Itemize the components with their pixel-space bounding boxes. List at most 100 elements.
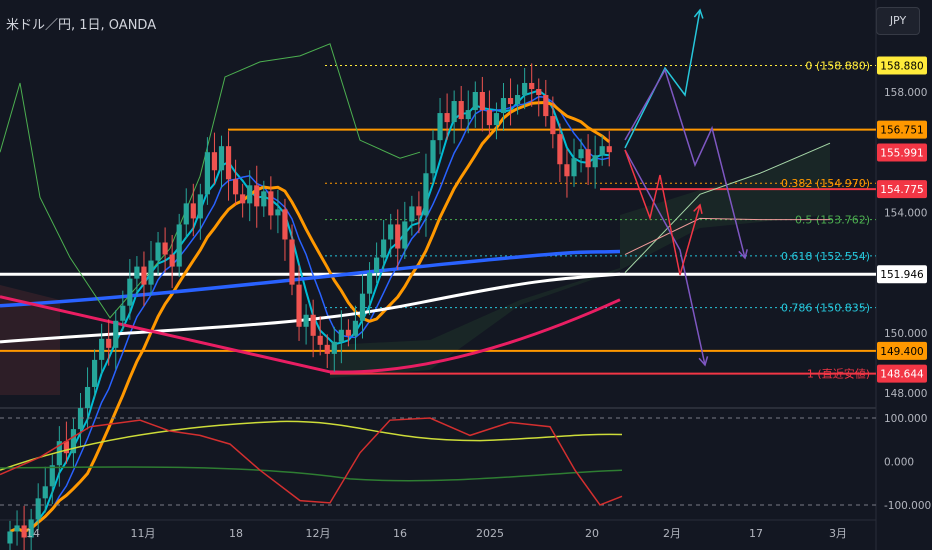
fib-label-0.618: 0.618 (152.554) bbox=[781, 250, 870, 263]
candle bbox=[56, 426, 62, 487]
time-tick-label: 11月 bbox=[131, 527, 156, 540]
candle bbox=[416, 191, 422, 234]
price-badge-label: 158.880 bbox=[880, 61, 923, 73]
candle bbox=[522, 67, 528, 110]
fib-label-1: 1 (直近安値) bbox=[807, 367, 870, 381]
time-tick-label: 14 bbox=[26, 527, 40, 540]
candle bbox=[451, 90, 457, 144]
candle bbox=[395, 209, 401, 270]
arrow-bearish-2 bbox=[624, 149, 709, 367]
candle bbox=[190, 183, 196, 237]
price-badge bbox=[877, 56, 927, 75]
cloud-bull bbox=[330, 142, 830, 378]
candle bbox=[254, 165, 260, 228]
time-tick-label: 16 bbox=[393, 527, 407, 540]
candle bbox=[162, 227, 168, 273]
candle bbox=[578, 138, 584, 173]
price-badge bbox=[877, 120, 927, 139]
price-badge bbox=[877, 265, 927, 284]
candle bbox=[423, 153, 429, 237]
candle bbox=[289, 224, 295, 296]
price-badge bbox=[877, 341, 927, 360]
time-tick-label: 3月 bbox=[829, 527, 847, 540]
candle bbox=[113, 310, 119, 370]
candle bbox=[21, 505, 27, 550]
candle bbox=[268, 176, 274, 230]
price-badge-label: 149.400 bbox=[880, 346, 923, 358]
oscillator-pane bbox=[0, 417, 876, 506]
candle bbox=[606, 131, 612, 167]
candle bbox=[183, 188, 189, 239]
candle bbox=[430, 129, 436, 184]
time-tick-label: 17 bbox=[749, 527, 763, 540]
candle bbox=[204, 137, 210, 205]
candle bbox=[296, 265, 302, 341]
candle bbox=[507, 78, 514, 126]
candle bbox=[233, 159, 239, 205]
candle bbox=[49, 454, 55, 505]
currency-button[interactable]: JPY bbox=[876, 7, 920, 35]
time-tick-label: 2月 bbox=[663, 527, 681, 540]
candle bbox=[7, 520, 13, 550]
candle bbox=[529, 63, 535, 107]
candle bbox=[486, 90, 492, 136]
candle bbox=[84, 367, 91, 430]
price-tick-label: 148.000 bbox=[884, 388, 927, 400]
osc-tick-label: 0.000 bbox=[884, 457, 914, 469]
candle bbox=[106, 319, 112, 366]
candle bbox=[275, 189, 281, 234]
fibonacci-levels: 0 (158.880) 0.382 (154.970) 0.5 (153.762) 0… bbox=[325, 60, 876, 381]
arrow-bearish-1 bbox=[624, 68, 748, 260]
ma-blue-short bbox=[9, 95, 610, 533]
candle bbox=[120, 290, 126, 332]
candle bbox=[127, 259, 133, 320]
candle bbox=[141, 251, 147, 307]
candle bbox=[515, 84, 521, 115]
candle bbox=[225, 131, 232, 201]
osc-tick-label: -100.000 bbox=[884, 500, 931, 512]
candle bbox=[218, 135, 225, 189]
osc-tick-label: 100.000 bbox=[884, 413, 927, 425]
candle bbox=[571, 138, 577, 187]
candle bbox=[240, 183, 246, 218]
candle bbox=[338, 310, 344, 364]
candle bbox=[345, 319, 351, 347]
candle bbox=[77, 393, 84, 447]
candle bbox=[169, 234, 175, 288]
candle bbox=[317, 316, 323, 356]
time-tick-label: 2025 bbox=[476, 527, 504, 540]
ma-blue-long bbox=[0, 249, 621, 308]
candle bbox=[500, 82, 507, 131]
price-tick-label: 154.000 bbox=[884, 207, 927, 219]
chart-title: 米ドル／円, 1日, OANDA bbox=[6, 18, 157, 33]
arrow-range bbox=[624, 149, 703, 276]
candle bbox=[155, 231, 161, 275]
span-a bbox=[624, 142, 831, 273]
candle bbox=[458, 85, 464, 130]
candle bbox=[70, 418, 77, 468]
price-badge-label: 156.751 bbox=[880, 125, 923, 137]
candle bbox=[261, 180, 267, 217]
price-badge bbox=[877, 143, 927, 162]
osc-red bbox=[0, 417, 623, 506]
candle bbox=[388, 213, 394, 258]
candle bbox=[197, 183, 203, 240]
candle bbox=[148, 240, 154, 296]
fib-label-0.382: 0.382 (154.970) bbox=[781, 177, 870, 190]
candle bbox=[366, 262, 373, 316]
candle bbox=[42, 466, 48, 513]
candle bbox=[557, 123, 563, 182]
candle bbox=[63, 421, 69, 464]
candle bbox=[324, 334, 330, 369]
arrow-bullish bbox=[624, 8, 704, 149]
candle bbox=[35, 483, 41, 530]
candle bbox=[310, 299, 316, 358]
candle bbox=[550, 96, 556, 149]
osc-yellow bbox=[0, 420, 623, 471]
candle bbox=[331, 326, 337, 372]
candle bbox=[465, 90, 471, 134]
time-tick-label: 12月 bbox=[306, 527, 331, 540]
candle bbox=[374, 242, 380, 284]
candle bbox=[543, 79, 549, 127]
